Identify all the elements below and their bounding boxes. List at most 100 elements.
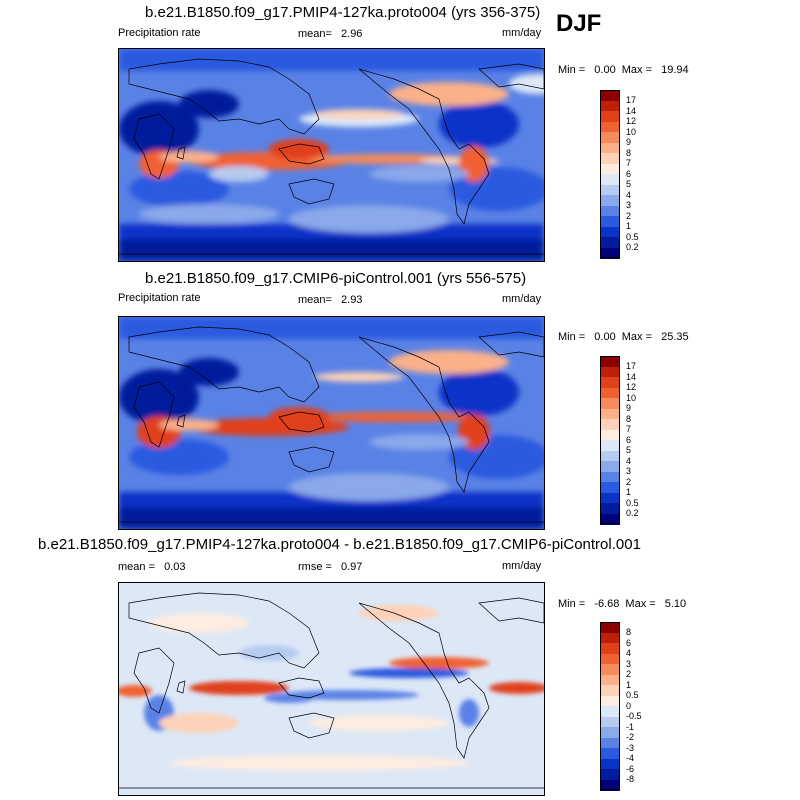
panel1-units: mm/day (502, 27, 542, 39)
panel2-mean: mean= 2.93 (298, 294, 362, 306)
colorbar-tick-label: -1 (626, 721, 635, 732)
colorbar-tick-label: 17 (626, 95, 637, 105)
panel2-minmax: Min = 0.00 Max = 25.35 (558, 331, 689, 343)
colorbar-tick-label: 9 (626, 403, 632, 413)
colorbar-swatch (600, 195, 620, 206)
colorbar-tick-label: 0.5 (626, 690, 639, 700)
colorbar-swatch (600, 748, 620, 759)
panel1-min-label: Min = (558, 64, 586, 76)
panel2-max-value: 25.35 (661, 331, 689, 343)
colorbar-tick-label: 0.5 (626, 231, 639, 242)
panel3-minmax: Min = -6.68 Max = 5.10 (558, 598, 686, 610)
colorbar-tick-label: 10 (626, 392, 637, 403)
colorbar-tick-label: 3 (626, 200, 632, 210)
colorbar-tick-label: 12 (626, 116, 637, 126)
panel3-max-value: 5.10 (664, 598, 687, 610)
panel3-rmse: rmse = 0.97 (298, 561, 362, 573)
colorbar-tick-label: 1 (626, 221, 632, 231)
colorbar-tick-label: 3 (626, 658, 632, 669)
colorbar-tick-label: 1 (626, 487, 632, 497)
colorbar-swatch (600, 377, 620, 388)
panel2-map-svg (119, 317, 544, 529)
panel3-min-value: -6.68 (594, 598, 620, 610)
colorbar-swatch (600, 237, 620, 248)
colorbar-tick-label: 0 (626, 700, 632, 711)
colorbar-swatch (600, 121, 620, 133)
colorbar-tick-label: 1 (626, 679, 632, 690)
panel1-mean-label: mean= (298, 28, 332, 40)
colorbar-tick-label: 4 (626, 455, 632, 466)
colorbar-swatch (600, 461, 620, 472)
colorbar-tick-label: 2 (626, 476, 632, 487)
colorbar-swatch (600, 184, 620, 196)
colorbar-tick-label: 3 (626, 466, 632, 476)
colorbar-swatch (600, 727, 620, 738)
panel1-title: b.e21.B1850.f09_g17.PMIP4-127ka.proto004… (145, 4, 541, 21)
colorbar-tick-label: 4 (626, 648, 632, 658)
colorbar-tick-label: 6 (626, 434, 632, 445)
colorbar-swatch (600, 632, 620, 644)
colorbar-swatch (600, 737, 620, 749)
colorbar-tick-label: 9 (626, 137, 632, 147)
colorbar-swatch (600, 216, 620, 227)
colorbar-tick-label: 2 (626, 210, 632, 221)
colorbar-swatch (600, 758, 620, 770)
colorbar-frame (600, 356, 620, 524)
panel3-mean-value: 0.03 (164, 561, 186, 573)
colorbar-swatch (600, 90, 620, 101)
panel3-units: mm/day (502, 560, 542, 572)
colorbar-swatch (600, 503, 620, 514)
panel2-max-label: Max = (621, 331, 653, 343)
colorbar-frame (600, 622, 620, 790)
colorbar-swatch (600, 356, 620, 367)
colorbar-tick-label: 7 (626, 158, 632, 168)
panel3-mean: mean = 0.03 (118, 561, 185, 573)
panel2-min-label: Min = (558, 331, 586, 343)
panel2-min-value: 0.00 (594, 331, 616, 343)
colorbar-swatch (600, 471, 620, 483)
colorbar-tick-label: 6 (626, 168, 632, 179)
panel2-colorbar: 17 14 12 10 9 8 7 6 5 4 3 2 1 0.5 0.2 (600, 356, 639, 525)
panel1-map-svg (119, 49, 544, 261)
colorbar-swatch (600, 387, 620, 399)
colorbar-swatch (600, 482, 620, 493)
panel1-colorbar: 17 14 12 10 9 8 7 6 5 4 3 2 1 0.5 0.2 (600, 90, 639, 259)
colorbar-swatch (600, 769, 620, 780)
colorbar-swatch (600, 450, 620, 462)
colorbar-tick-label: 5 (626, 179, 632, 189)
colorbar-swatch (600, 643, 620, 654)
colorbar-swatch (600, 674, 620, 686)
panel1-precip-map (118, 48, 545, 262)
colorbar-swatch (600, 695, 620, 707)
colorbar-tick-label: 7 (626, 424, 632, 434)
colorbar-swatch (600, 153, 620, 164)
colorbar-tick-label: 8 (626, 627, 632, 637)
colorbar-tick-label: 12 (626, 382, 637, 392)
panel3-title: b.e21.B1850.f09_g17.PMIP4-127ka.proto004… (38, 536, 641, 553)
colorbar-swatch (600, 132, 620, 143)
colorbar-swatch (600, 163, 620, 175)
panel3-rmse-value: 0.97 (341, 561, 363, 573)
colorbar-swatch (600, 174, 620, 185)
panel2-title: b.e21.B1850.f09_g17.CMIP6-piControl.001 … (145, 270, 527, 287)
colorbar-swatch (600, 366, 620, 378)
panel1-minmax: Min = 0.00 Max = 19.94 (558, 64, 689, 76)
colorbar-swatch (600, 205, 620, 217)
colorbar-swatch (600, 226, 620, 238)
colorbar-swatch (600, 685, 620, 696)
panel1-coastlines (119, 58, 544, 255)
colorbar-tick-label: 5 (626, 445, 632, 455)
colorbar-swatch (600, 419, 620, 430)
colorbar-tick-label: 8 (626, 413, 632, 424)
colorbar-swatch (600, 664, 620, 675)
panel1-mean: mean= 2.96 (298, 28, 362, 40)
panel3-mean-label: mean = (118, 561, 155, 573)
colorbar-swatch (600, 622, 620, 633)
colorbar-tick-label: 6 (626, 637, 632, 648)
colorbar-swatch (600, 100, 620, 112)
colorbar-swatch (600, 440, 620, 451)
colorbar-swatch (600, 716, 620, 728)
colorbar-tick-label: 17 (626, 361, 637, 371)
panel1-max-label: Max = (621, 64, 653, 76)
colorbar-swatch (600, 779, 620, 791)
